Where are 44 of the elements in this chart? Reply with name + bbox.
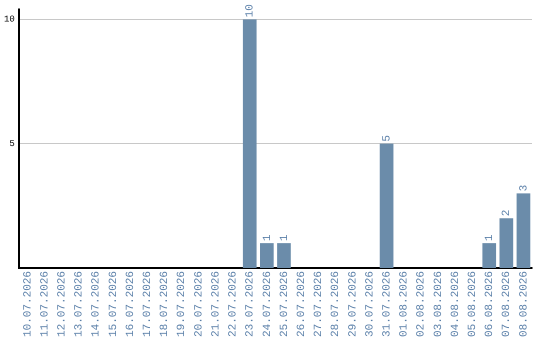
x-tick-label: 16.07.2026 [124,270,137,338]
x-tick-label: 17.07.2026 [142,270,154,338]
x-tick-label: 10.07.2026 [22,270,34,338]
x-tick-label: 24.07.2026 [262,270,274,338]
x-tick-label: 11.07.2026 [39,270,52,338]
data-label: 1 [278,234,291,242]
x-tick-label: 22.07.2026 [228,270,240,338]
x-tick-label: 15.07.2026 [108,270,120,338]
data-label: 10 [244,4,257,18]
bar [260,243,274,268]
x-tick-label: 04.08.2026 [450,270,462,338]
bar [516,193,530,268]
x-tick-label: 01.08.2026 [398,270,411,338]
x-tick-label: 14.07.2026 [90,270,103,338]
data-label: 5 [382,135,394,142]
x-tick-label: 29.07.2026 [347,270,360,338]
x-tick-label: 28.07.2026 [330,270,342,338]
x-tick-label: 31.07.2026 [382,270,394,338]
x-tick-label: 08.08.2026 [518,270,530,338]
data-label: 3 [518,184,530,192]
x-tick-label: 13.07.2026 [74,270,86,338]
x-tick-label: 21.07.2026 [210,270,222,338]
x-tick-label: 12.07.2026 [56,270,68,338]
bar [380,144,394,268]
bar [500,218,514,268]
x-tick-label: 18.07.2026 [159,270,172,338]
x-tick-label: 25.07.2026 [278,270,291,338]
x-tick-label: 03.08.2026 [432,270,445,338]
x-tick-label: 26.07.2026 [296,270,308,338]
x-tick-label: 27.07.2026 [313,270,326,338]
x-tick-label: 20.07.2026 [193,270,206,338]
x-tick-label: 06.08.2026 [484,270,496,338]
data-label: 1 [262,234,274,242]
x-tick-label: 05.08.2026 [467,270,480,338]
x-tick-label: 19.07.2026 [176,270,188,338]
bar [277,243,291,268]
x-tick-label: 23.07.2026 [244,270,257,338]
x-tick-label: 02.08.2026 [416,270,428,338]
bar [242,19,257,268]
data-label: 2 [501,210,514,216]
x-tick-label: 07.08.2026 [501,270,514,338]
x-tick-label: 30.07.2026 [364,270,376,338]
bar [482,243,496,268]
data-label: 1 [484,234,496,242]
